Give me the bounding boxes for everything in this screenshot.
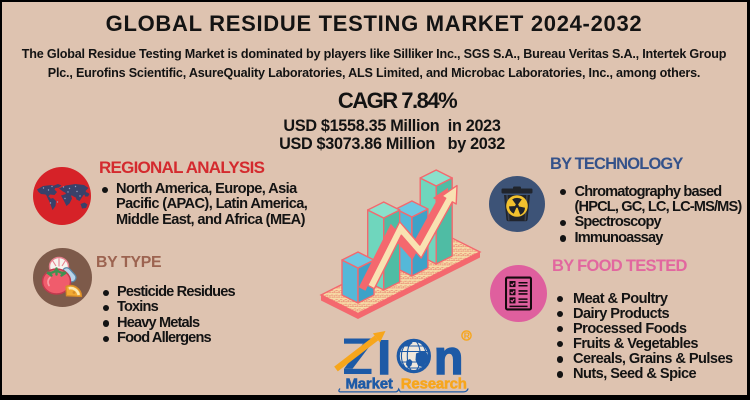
svg-text:Market: Market [346, 376, 393, 393]
svg-text:I: I [378, 332, 391, 385]
svg-text:R: R [464, 331, 470, 341]
svg-text:Research: Research [401, 376, 467, 393]
svg-text:n: n [434, 332, 463, 385]
